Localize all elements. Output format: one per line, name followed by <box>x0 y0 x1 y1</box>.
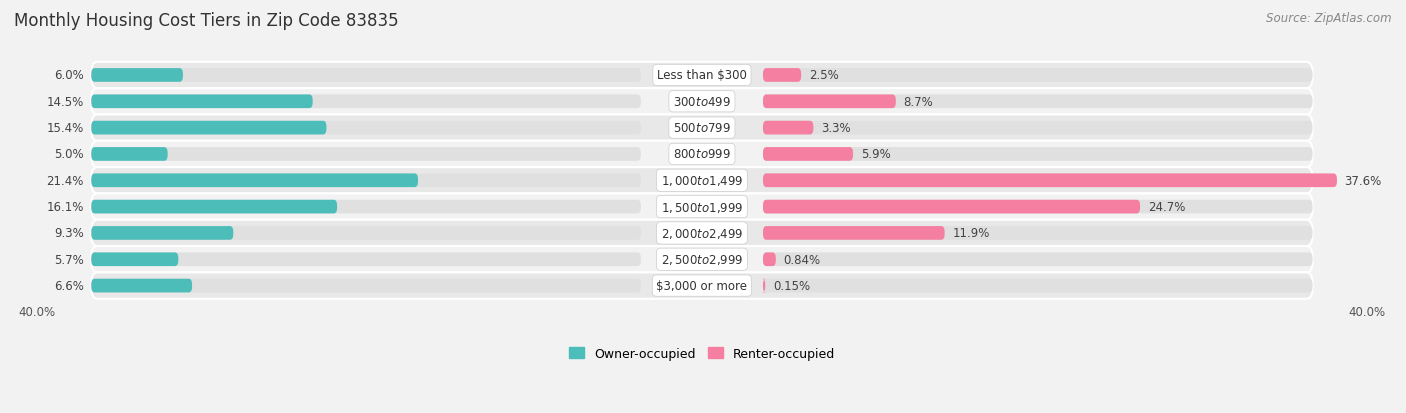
FancyBboxPatch shape <box>763 227 1313 240</box>
FancyBboxPatch shape <box>91 148 167 161</box>
Text: $500 to $799: $500 to $799 <box>673 122 731 135</box>
Text: Monthly Housing Cost Tiers in Zip Code 83835: Monthly Housing Cost Tiers in Zip Code 8… <box>14 12 399 30</box>
Legend: Owner-occupied, Renter-occupied: Owner-occupied, Renter-occupied <box>569 347 835 360</box>
FancyBboxPatch shape <box>763 253 1313 266</box>
Text: $2,500 to $2,999: $2,500 to $2,999 <box>661 253 744 267</box>
Text: 6.6%: 6.6% <box>53 280 84 292</box>
Text: 14.5%: 14.5% <box>46 95 84 109</box>
FancyBboxPatch shape <box>91 273 1313 299</box>
FancyBboxPatch shape <box>91 168 1313 194</box>
Text: 40.0%: 40.0% <box>18 305 55 318</box>
Text: 8.7%: 8.7% <box>904 95 934 109</box>
FancyBboxPatch shape <box>762 279 766 293</box>
FancyBboxPatch shape <box>91 200 337 214</box>
FancyBboxPatch shape <box>91 148 641 161</box>
FancyBboxPatch shape <box>763 200 1140 214</box>
FancyBboxPatch shape <box>763 69 801 83</box>
FancyBboxPatch shape <box>91 174 418 188</box>
Text: 2.5%: 2.5% <box>808 69 838 82</box>
Text: $300 to $499: $300 to $499 <box>673 95 731 109</box>
FancyBboxPatch shape <box>91 115 1313 141</box>
FancyBboxPatch shape <box>763 121 813 135</box>
Text: 11.9%: 11.9% <box>952 227 990 240</box>
FancyBboxPatch shape <box>91 89 1313 115</box>
FancyBboxPatch shape <box>91 279 193 293</box>
Text: $2,000 to $2,499: $2,000 to $2,499 <box>661 226 744 240</box>
Text: 9.3%: 9.3% <box>53 227 84 240</box>
Text: 6.0%: 6.0% <box>53 69 84 82</box>
Text: Less than $300: Less than $300 <box>657 69 747 82</box>
Text: 5.9%: 5.9% <box>860 148 890 161</box>
FancyBboxPatch shape <box>763 148 853 161</box>
Text: $1,000 to $1,499: $1,000 to $1,499 <box>661 174 744 188</box>
Text: $1,500 to $1,999: $1,500 to $1,999 <box>661 200 744 214</box>
FancyBboxPatch shape <box>763 279 1313 293</box>
Text: 5.0%: 5.0% <box>53 148 84 161</box>
FancyBboxPatch shape <box>91 95 641 109</box>
Text: 0.15%: 0.15% <box>773 280 810 292</box>
Text: $800 to $999: $800 to $999 <box>673 148 731 161</box>
Text: 3.3%: 3.3% <box>821 122 851 135</box>
Text: 24.7%: 24.7% <box>1147 201 1185 214</box>
FancyBboxPatch shape <box>91 69 641 83</box>
FancyBboxPatch shape <box>763 174 1313 188</box>
FancyBboxPatch shape <box>91 279 641 293</box>
FancyBboxPatch shape <box>91 95 312 109</box>
Text: 21.4%: 21.4% <box>46 174 84 188</box>
FancyBboxPatch shape <box>763 174 1337 188</box>
FancyBboxPatch shape <box>91 253 179 266</box>
Text: 16.1%: 16.1% <box>46 201 84 214</box>
Text: 5.7%: 5.7% <box>53 253 84 266</box>
FancyBboxPatch shape <box>763 121 1313 135</box>
FancyBboxPatch shape <box>91 121 641 135</box>
FancyBboxPatch shape <box>763 148 1313 161</box>
FancyBboxPatch shape <box>91 227 641 240</box>
FancyBboxPatch shape <box>91 121 326 135</box>
FancyBboxPatch shape <box>91 63 1313 89</box>
FancyBboxPatch shape <box>91 227 233 240</box>
Text: $3,000 or more: $3,000 or more <box>657 280 748 292</box>
Text: 37.6%: 37.6% <box>1344 174 1382 188</box>
FancyBboxPatch shape <box>91 200 641 214</box>
FancyBboxPatch shape <box>91 253 641 266</box>
FancyBboxPatch shape <box>763 253 776 266</box>
FancyBboxPatch shape <box>91 247 1313 273</box>
Text: 15.4%: 15.4% <box>46 122 84 135</box>
Text: 40.0%: 40.0% <box>1348 305 1386 318</box>
FancyBboxPatch shape <box>763 200 1313 214</box>
Text: 0.84%: 0.84% <box>783 253 821 266</box>
FancyBboxPatch shape <box>763 227 945 240</box>
FancyBboxPatch shape <box>91 194 1313 220</box>
FancyBboxPatch shape <box>763 69 1313 83</box>
FancyBboxPatch shape <box>91 141 1313 168</box>
FancyBboxPatch shape <box>91 174 641 188</box>
FancyBboxPatch shape <box>91 220 1313 247</box>
Text: Source: ZipAtlas.com: Source: ZipAtlas.com <box>1267 12 1392 25</box>
FancyBboxPatch shape <box>91 69 183 83</box>
FancyBboxPatch shape <box>763 95 1313 109</box>
FancyBboxPatch shape <box>763 95 896 109</box>
